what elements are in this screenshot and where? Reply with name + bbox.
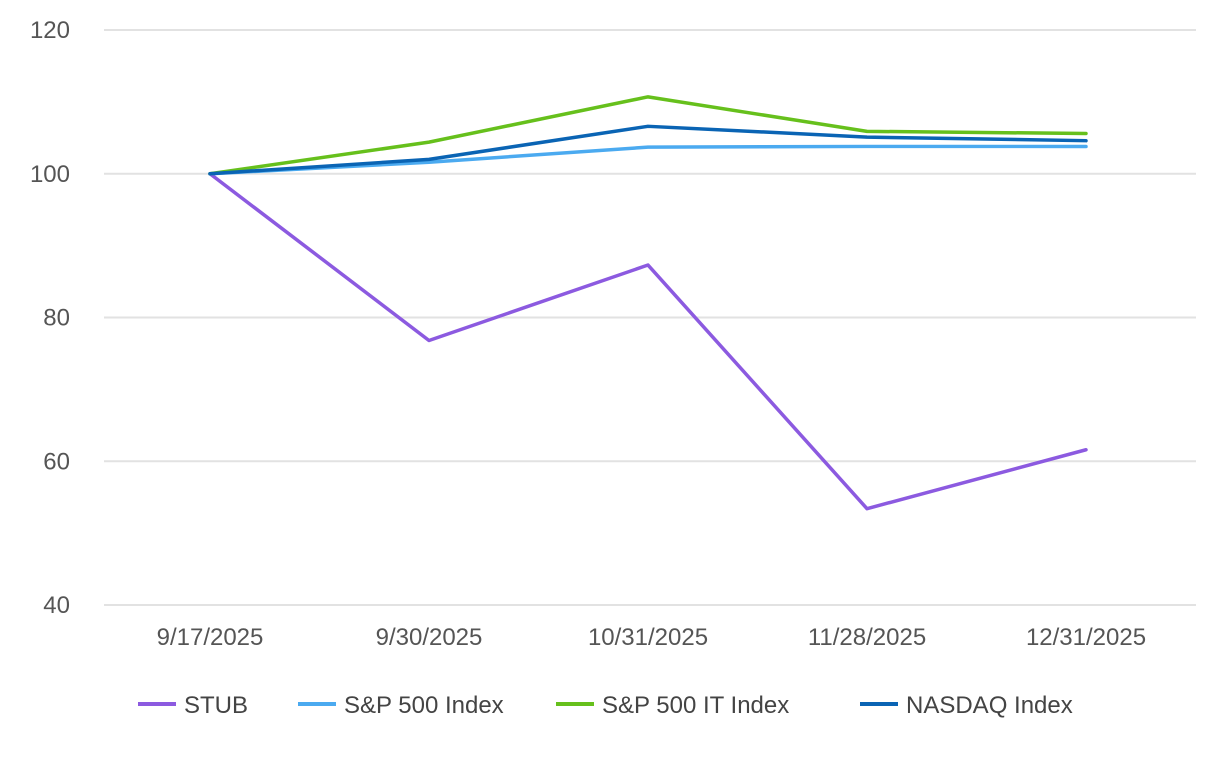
- x-tick-label: 9/30/2025: [376, 624, 483, 651]
- y-tick-label: 60: [43, 448, 70, 475]
- legend-label: S&P 500 IT Index: [602, 692, 789, 719]
- legend-item-nasdaq-index: NASDAQ Index: [860, 692, 1073, 719]
- y-axis-ticks: 40 60 80 100 120: [30, 17, 70, 619]
- series-line-s-p-500-index: [208, 144, 1088, 176]
- gridlines: [104, 29, 1196, 606]
- legend-item-s-p-500-it-index: S&P 500 IT Index: [556, 692, 789, 719]
- y-tick-label: 120: [30, 17, 70, 44]
- legend-label: S&P 500 Index: [344, 692, 504, 719]
- x-tick-label: 11/28/2025: [808, 624, 926, 651]
- legend-item-s-p-500-index: S&P 500 Index: [298, 692, 504, 719]
- y-tick-label: 80: [43, 305, 70, 332]
- series-line-nasdaq-index: [208, 124, 1088, 176]
- x-tick-label: 9/17/2025: [157, 624, 264, 651]
- y-tick-label: 100: [30, 161, 70, 188]
- y-tick-label: 40: [43, 592, 70, 619]
- legend-label: STUB: [184, 692, 248, 719]
- x-tick-label: 10/31/2025: [588, 624, 708, 651]
- series-line-s-p-500-it-index: [208, 95, 1088, 176]
- legend: STUB S&P 500 Index S&P 500 IT Index NASDAQ …: [138, 692, 1073, 719]
- x-axis-ticks: 9/17/2025 9/30/2025 10/31/2025 11/28/2025 12…: [157, 624, 1146, 651]
- series-line-stub: [208, 172, 1088, 511]
- legend-item-stub: STUB: [138, 692, 248, 719]
- x-tick-label: 12/31/2025: [1026, 624, 1146, 651]
- series-lines: [208, 95, 1088, 511]
- legend-label: NASDAQ Index: [906, 692, 1073, 719]
